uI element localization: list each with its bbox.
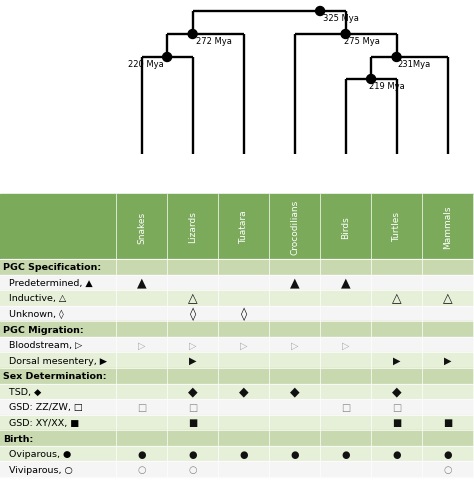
- Text: △: △: [443, 292, 452, 305]
- Bar: [0, 446, 474, 461]
- Text: △: △: [188, 292, 198, 305]
- Bar: [0, 461, 474, 477]
- Text: TSD, ◆: TSD, ◆: [3, 387, 41, 396]
- Text: ◆: ◆: [188, 385, 198, 398]
- Bar: [0, 194, 474, 260]
- Text: Turtles: Turtles: [392, 212, 401, 242]
- Text: ■: ■: [392, 418, 401, 428]
- Bar: [0, 399, 474, 415]
- Bar: [0, 415, 474, 431]
- Text: ◆: ◆: [392, 385, 401, 398]
- Text: 275 Mya: 275 Mya: [344, 37, 380, 46]
- Text: ▷: ▷: [342, 340, 349, 350]
- Text: Oviparous, ●: Oviparous, ●: [3, 449, 71, 458]
- Text: ●: ●: [443, 449, 452, 459]
- Circle shape: [366, 75, 375, 84]
- Text: Lizards: Lizards: [188, 211, 197, 243]
- Circle shape: [392, 53, 401, 62]
- Text: PGC Specification:: PGC Specification:: [3, 263, 101, 272]
- Text: Dorsal mesentery, ▶: Dorsal mesentery, ▶: [3, 356, 107, 365]
- Circle shape: [163, 53, 172, 62]
- Text: ▷: ▷: [240, 340, 247, 350]
- Text: △: △: [392, 292, 401, 305]
- Bar: [0, 322, 474, 337]
- Circle shape: [341, 30, 350, 39]
- Text: ▷: ▷: [291, 340, 298, 350]
- Text: 231Mya: 231Mya: [398, 60, 431, 69]
- Text: ●: ●: [188, 449, 197, 459]
- Text: ▲: ▲: [137, 276, 146, 289]
- Text: ◆: ◆: [239, 385, 248, 398]
- Text: Predetermined, ▲: Predetermined, ▲: [3, 278, 92, 287]
- Text: ●: ●: [392, 449, 401, 459]
- Text: ▶: ▶: [444, 356, 451, 365]
- Text: □: □: [392, 402, 401, 412]
- Text: Unknown, ◊: Unknown, ◊: [3, 309, 64, 319]
- Bar: [0, 275, 474, 290]
- Text: Inductive, △: Inductive, △: [3, 294, 66, 303]
- Text: ■: ■: [443, 418, 452, 428]
- Text: ■: ■: [188, 418, 197, 428]
- Text: ●: ●: [239, 449, 248, 459]
- Text: ◆: ◆: [290, 385, 300, 398]
- Circle shape: [316, 8, 325, 16]
- Bar: [0, 260, 474, 275]
- Text: ▲: ▲: [290, 276, 300, 289]
- Text: ●: ●: [291, 449, 299, 459]
- Bar: [0, 368, 474, 384]
- Text: 325 Mya: 325 Mya: [323, 14, 359, 23]
- Text: Birds: Birds: [341, 216, 350, 239]
- Text: ▶: ▶: [393, 356, 401, 365]
- Bar: [0, 384, 474, 399]
- Text: Snakes: Snakes: [137, 211, 146, 243]
- Text: Viviparous, ○: Viviparous, ○: [3, 465, 73, 474]
- Text: ○: ○: [137, 464, 146, 474]
- Text: □: □: [188, 402, 197, 412]
- Text: ○: ○: [188, 464, 197, 474]
- Text: ●: ●: [341, 449, 350, 459]
- Text: Tuatara: Tuatara: [239, 210, 248, 244]
- Text: 272 Mya: 272 Mya: [196, 37, 231, 46]
- Text: Crocodilians: Crocodilians: [290, 200, 299, 254]
- Text: GSD: XY/XX, ■: GSD: XY/XX, ■: [3, 418, 79, 427]
- Text: □: □: [341, 402, 350, 412]
- Text: ●: ●: [137, 449, 146, 459]
- Bar: [0, 337, 474, 353]
- Text: 220 Mya: 220 Mya: [128, 60, 164, 69]
- Text: Mammals: Mammals: [443, 205, 452, 249]
- Text: GSD: ZZ/ZW, □: GSD: ZZ/ZW, □: [3, 403, 83, 411]
- Text: Birth:: Birth:: [3, 433, 33, 443]
- Text: Sex Determination:: Sex Determination:: [3, 372, 107, 381]
- Bar: [0, 306, 474, 322]
- Text: □: □: [137, 402, 146, 412]
- Text: PGC Migration:: PGC Migration:: [3, 325, 83, 334]
- Text: ▲: ▲: [341, 276, 350, 289]
- Text: ◊: ◊: [240, 307, 246, 321]
- Text: ○: ○: [443, 464, 452, 474]
- Text: ▷: ▷: [138, 340, 146, 350]
- Bar: [0, 290, 474, 306]
- Text: Bloodstream, ▷: Bloodstream, ▷: [3, 340, 82, 349]
- Bar: [0, 353, 474, 368]
- Text: ▷: ▷: [189, 340, 196, 350]
- Text: ▶: ▶: [189, 356, 196, 365]
- Text: ◊: ◊: [190, 307, 196, 321]
- Circle shape: [188, 30, 197, 39]
- Bar: [0, 431, 474, 446]
- Text: 219 Mya: 219 Mya: [369, 82, 405, 91]
